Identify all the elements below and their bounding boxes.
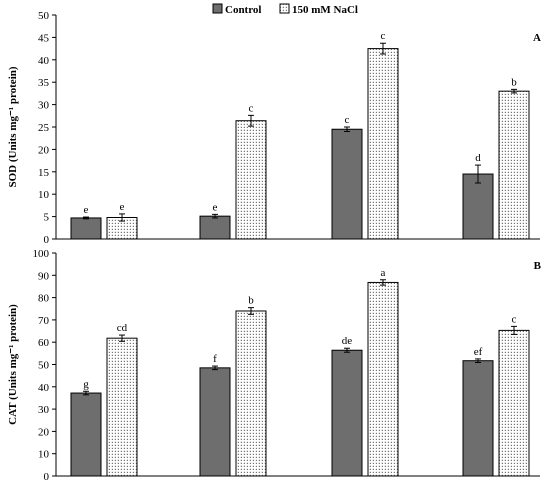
y-tick-label: 80 [38,293,50,305]
y-axis-label-B: CAT (Units mg⁻¹ protein) [7,304,19,425]
y-tick-label: 70 [38,315,50,327]
y-axis-label-A: SOD (Units mg⁻¹ protein) [7,66,19,187]
significance-letter: c [345,114,350,126]
significance-letter: a [381,267,386,279]
bar-nacl [367,48,399,240]
y-tick-label: 0 [44,471,50,483]
y-tick-label: 50 [38,360,50,372]
significance-letter: c [512,313,517,325]
y-tick-label: 90 [38,270,50,282]
significance-letter: b [511,76,517,88]
legend-label-control: Control [225,4,261,16]
y-tick-label: 30 [38,404,50,416]
bar-control [462,360,494,477]
legend-swatch-nacl [279,3,290,14]
y-tick-label: 0 [44,234,50,246]
significance-letter: g [83,378,89,390]
bar-control [199,215,231,240]
bar-control [331,349,363,477]
y-tick-label: 45 [38,32,50,44]
significance-letter: d [475,152,481,164]
significance-letter: de [342,335,353,347]
y-tick-label: 15 [38,167,50,179]
y-tick-label: 100 [33,248,50,260]
significance-letter: c [249,102,254,114]
bar-control [462,173,494,240]
bar-nacl [106,337,138,477]
y-tick-label: 10 [38,189,50,201]
y-tick-label: 20 [38,144,50,156]
y-tick-label: 35 [38,77,50,89]
significance-letter: e [120,201,125,213]
y-tick-label: 60 [38,337,50,349]
bar-control [331,128,363,240]
bar-nacl [235,120,267,240]
y-tick-label: 5 [44,212,50,224]
y-tick-label: 40 [38,55,50,67]
y-tick-label: 10 [38,449,50,461]
bar-nacl [498,329,530,477]
y-tick-label: 40 [38,382,50,394]
y-tick-label: 25 [38,122,50,134]
significance-letter: c [381,30,386,42]
significance-letter: ef [474,346,483,358]
bar-control [70,392,102,477]
y-tick-label: 20 [38,426,50,438]
bar-nacl [235,310,267,477]
bar-control [199,367,231,477]
y-tick-label: 50 [38,10,50,22]
bar-nacl [498,90,530,240]
panel-letter: B [534,260,542,272]
bar-nacl [367,281,399,477]
significance-letter: e [84,204,89,216]
significance-letter: f [213,353,217,365]
legend-swatch-control [212,3,223,14]
significance-letter: cd [117,322,128,334]
bar-control [70,217,102,240]
y-tick-label: 30 [38,100,50,112]
legend-label-nacl: 150 mM NaCl [292,4,358,16]
panel-letter: A [533,32,541,44]
significance-letter: b [248,295,254,307]
significance-letter: e [213,201,218,213]
